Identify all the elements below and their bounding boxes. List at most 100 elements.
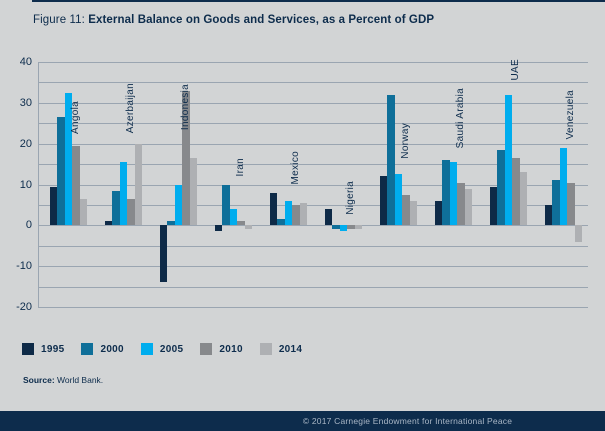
bar-indonesia-2000 [167,221,175,226]
bar-uae-2014 [519,172,527,226]
legend-swatch-2000 [81,343,94,355]
bar-iran-2010 [237,221,245,226]
legend-label-2005: 2005 [159,343,184,355]
country-label-indonesia: Indonesia [180,84,192,131]
source-label: Source: [23,375,55,385]
source-value: World Bank. [57,375,104,385]
bar-azerbaijan-2014 [134,143,142,226]
bar-angola-2000 [57,117,65,226]
bar-saudi-arabia-2005 [449,162,458,226]
legend-label-1995: 1995 [41,343,65,355]
bar-venezuela-2000 [552,180,560,226]
country-label-norway: Norway [400,122,412,159]
source-note: Source: World Bank. [23,375,103,385]
bar-nigeria-2010 [347,225,355,230]
footer-copyright: © 2017 Carnegie Endowment for Internatio… [302,416,513,426]
footer-bar: © 2017 Carnegie Endowment for Internatio… [0,411,605,431]
bar-iran-2014 [244,225,252,230]
y-tick-label-20: 20 [19,137,32,150]
bar-azerbaijan-2005 [119,162,128,226]
y-tick-label--10: -10 [16,260,32,273]
bar-nigeria-2014 [354,225,362,230]
gridline [38,286,588,288]
bar-azerbaijan-2000 [112,190,120,226]
y-tick-label-10: 10 [19,178,32,191]
country-label-angola: Angola [70,101,82,135]
gridline [38,204,588,206]
bar-nigeria-1995 [325,209,333,226]
chart-legend: 1995 2000 2005 2010 2014 [22,343,319,355]
legend-item-2000: 2000 [81,343,124,355]
y-tick-label-30: 30 [19,96,32,109]
gridline [38,62,588,63]
bar-mexico-2014 [299,202,307,226]
gridline [38,184,588,186]
gridline [38,245,588,247]
gridline [38,82,588,84]
bar-angola-2010 [72,145,80,226]
bar-norway-2010 [402,194,410,226]
bar-saudi-arabia-2000 [442,160,450,226]
bar-angola-2014 [79,198,87,226]
bar-norway-1995 [380,176,388,226]
bar-mexico-2005 [284,200,293,226]
bar-indonesia-2014 [189,158,197,226]
legend-label-2000: 2000 [100,343,124,355]
bar-mexico-1995 [270,192,278,226]
zero-gridline [38,225,588,227]
y-axis-line [38,62,39,307]
bar-azerbaijan-2010 [127,198,135,226]
legend-item-2014: 2014 [259,343,303,355]
gridline [38,123,588,125]
bar-norway-2014 [409,200,417,226]
country-label-saudi-arabia: Saudi Arabia [455,87,467,149]
country-label-iran: Iran [235,157,247,177]
bar-mexico-2010 [292,204,300,226]
bar-saudi-arabia-2010 [457,182,465,226]
legend-item-2005: 2005 [140,343,184,355]
bar-venezuela-2014 [574,225,582,242]
gridline [38,307,588,308]
bar-azerbaijan-1995 [105,221,113,226]
legend-swatch-2014 [259,343,272,355]
bar-mexico-2000 [277,219,285,226]
bar-indonesia-1995 [160,225,168,283]
figure-title: Figure 11: External Balance on Goods and… [33,14,595,26]
legend-label-2014: 2014 [278,343,303,355]
bar-nigeria-2000 [332,225,340,230]
bar-norway-2000 [387,94,395,226]
legend-swatch-2010 [200,343,213,355]
bar-nigeria-2005 [339,225,348,232]
bar-saudi-arabia-1995 [435,200,443,226]
figure-number: Figure 11: [33,14,89,26]
bar-uae-1995 [490,186,498,226]
gridline [38,164,588,166]
gridline [38,266,588,268]
y-tick-label--20: -20 [16,301,32,313]
y-tick-label-0: 0 [25,219,32,232]
bar-venezuela-2010 [567,182,575,226]
bar-iran-2000 [222,184,230,226]
country-label-azerbaijan: Azerbaijan [125,83,137,134]
bar-angola-1995 [50,186,58,226]
bar-saudi-arabia-2014 [464,188,472,226]
country-label-nigeria: Nigeria [345,180,357,215]
legend-swatch-1995 [22,343,34,355]
bar-uae-2005 [504,94,513,226]
legend-swatch-2005 [140,343,153,355]
bar-venezuela-1995 [545,204,553,226]
country-label-venezuela: Venezuela [565,90,577,140]
bar-norway-2005 [394,174,403,226]
gridline [38,143,588,145]
bar-angola-2005 [64,92,73,226]
y-tick-label-40: 40 [19,56,32,68]
bar-iran-1995 [215,225,223,232]
country-label-mexico: Mexico [290,151,302,185]
legend-item-1995: 1995 [22,343,64,355]
country-label-uae: UAE [510,58,522,81]
bar-chart-plot-area: 40 30 20 10 0 -10 -20 Angola Azerbaijan Indonesia… [16,56,588,313]
gridline [38,102,588,104]
legend-item-2010: 2010 [200,343,243,355]
bar-uae-2010 [512,158,520,226]
bar-indonesia-2005 [174,184,183,226]
